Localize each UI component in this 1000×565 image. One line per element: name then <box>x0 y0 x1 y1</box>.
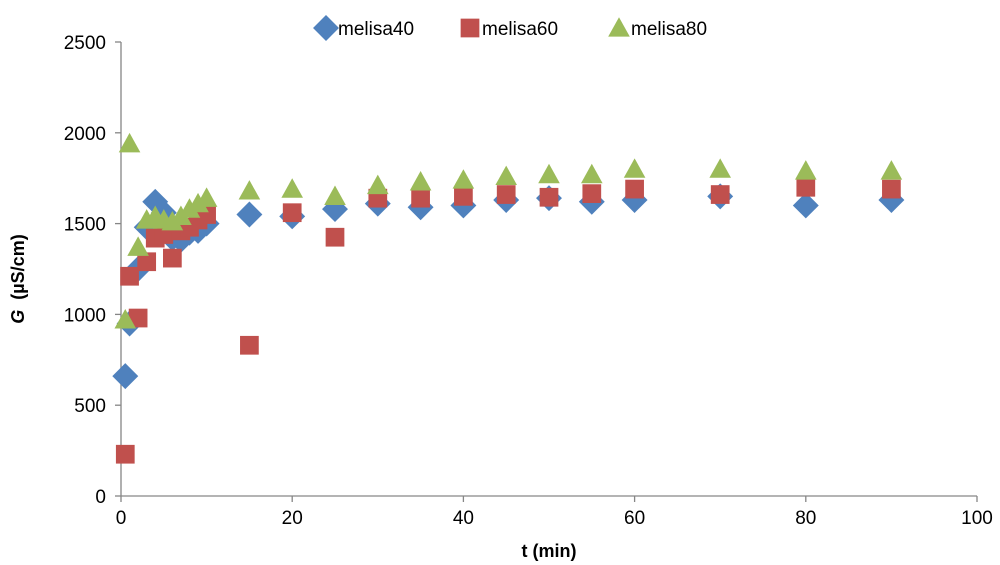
data-point-melisa80 <box>161 210 184 231</box>
data-point-melisa80 <box>795 160 817 180</box>
data-point-melisa60 <box>496 185 516 204</box>
y-tick-label: 1500 <box>64 215 106 236</box>
data-point-melisa80 <box>178 198 201 218</box>
data-point-melisa80 <box>538 163 560 184</box>
legend-label: melisa80 <box>631 19 707 40</box>
legend: melisa40 melisa60 melisa80 <box>313 15 707 41</box>
data-point-melisa40 <box>112 363 139 390</box>
x-tick-label: 60 <box>624 508 645 529</box>
data-point-melisa60 <box>282 203 302 223</box>
data-point-melisa80 <box>114 309 137 329</box>
data-point-melisa40 <box>142 188 169 215</box>
legend-marker-melisa60 <box>460 18 480 38</box>
data-point-melisa80 <box>187 192 209 213</box>
legend-marker-melisa40 <box>313 15 339 41</box>
data-point-melisa40 <box>621 187 648 213</box>
data-point-melisa80 <box>367 174 389 195</box>
data-point-melisa60 <box>796 177 816 197</box>
data-point-melisa60 <box>411 188 430 208</box>
x-axis-title: t (min) <box>522 541 577 561</box>
series-melisa60 <box>115 177 901 464</box>
x-tick-label: 20 <box>282 508 303 529</box>
data-point-melisa80 <box>452 169 475 189</box>
data-point-melisa40 <box>878 187 905 213</box>
legend-label: melisa60 <box>482 19 558 40</box>
data-point-melisa80 <box>238 180 261 200</box>
x-tick-label: 80 <box>795 508 816 529</box>
plot-area: 0 20 40 60 80 100 0 500 1000 1500 2000 2500 <box>64 33 993 529</box>
legend-label: melisa40 <box>338 19 414 40</box>
data-point-melisa60 <box>882 179 901 199</box>
data-point-melisa60 <box>120 266 139 286</box>
data-point-melisa80 <box>581 163 603 184</box>
y-tick-label: 500 <box>74 396 106 417</box>
legend-item-melisa80: melisa80 <box>608 17 707 40</box>
data-point-melisa80 <box>880 160 903 180</box>
series-melisa80 <box>114 132 903 329</box>
data-point-melisa60 <box>454 187 473 206</box>
data-point-melisa40 <box>792 192 819 219</box>
data-point-melisa60 <box>582 184 602 203</box>
data-point-melisa80 <box>495 165 517 186</box>
data-markers <box>112 132 905 464</box>
x-tick-label: 0 <box>116 508 127 529</box>
y-tick-label: 2000 <box>64 124 106 145</box>
legend-item-melisa60: melisa60 <box>460 18 558 40</box>
data-point-melisa80 <box>709 158 731 178</box>
data-point-melisa60 <box>710 185 730 204</box>
y-ticks: 0 500 1000 1500 2000 2500 <box>64 33 121 508</box>
x-ticks: 0 20 40 60 80 100 <box>116 496 993 529</box>
data-point-melisa60 <box>137 252 157 272</box>
x-tick-label: 100 <box>961 508 993 529</box>
data-point-melisa60 <box>625 179 644 199</box>
data-point-melisa60 <box>240 335 259 355</box>
y-tick-label: 2500 <box>64 33 106 54</box>
data-point-melisa60 <box>325 227 345 247</box>
data-point-melisa80 <box>281 178 303 198</box>
series-melisa40 <box>112 183 905 390</box>
data-point-melisa80 <box>127 236 149 256</box>
y-tick-label: 0 <box>95 487 106 508</box>
legend-item-melisa40: melisa40 <box>313 15 414 41</box>
data-point-melisa80 <box>409 171 432 191</box>
data-point-melisa60 <box>163 248 182 268</box>
data-point-melisa60 <box>128 308 148 328</box>
y-axis-title: G (µS/cm) <box>8 234 28 323</box>
y-tick-label: 1000 <box>64 305 106 326</box>
data-point-melisa60 <box>539 187 559 207</box>
data-point-melisa80 <box>324 185 346 205</box>
x-tick-label: 40 <box>453 508 474 529</box>
data-point-melisa80 <box>118 132 141 153</box>
y-axis-title-symbol: G <box>8 310 28 324</box>
data-point-melisa80 <box>623 158 646 178</box>
legend-marker-melisa80 <box>608 17 630 37</box>
data-point-melisa60 <box>115 444 135 464</box>
data-point-melisa40 <box>236 201 263 228</box>
y-axis-title-unit: (µS/cm) <box>8 234 28 299</box>
data-point-melisa80 <box>195 187 218 207</box>
